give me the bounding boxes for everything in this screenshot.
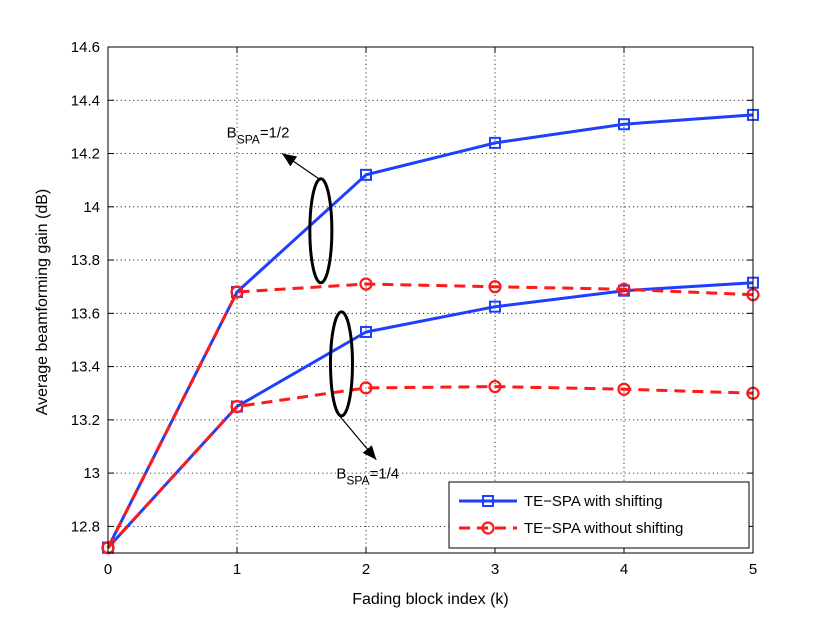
- data-point: [359, 277, 373, 291]
- data-point: [489, 136, 501, 149]
- grid: [108, 47, 753, 553]
- data-point: [489, 300, 501, 313]
- axis-ticks: 0 1 2 3 4 5 12.8 13 13.2 13.4 13.6 13.8 14 14.2 14.4 14…: [71, 39, 757, 578]
- data-point: [617, 382, 631, 396]
- y-tick-label: 13.8: [71, 252, 100, 269]
- legend: TE−SPA with shifting TE−SPA without shift…: [448, 481, 750, 549]
- data-point: [488, 280, 502, 294]
- x-tick-label: 1: [233, 561, 241, 578]
- plot-frame: [107, 46, 754, 554]
- legend-marker: [481, 521, 495, 535]
- x-tick-label: 5: [749, 561, 757, 578]
- series-lines: [106, 113, 754, 549]
- y-axis-label: Average beamforming gain (dB): [34, 189, 51, 416]
- y-tick-label: 14.2: [71, 146, 100, 163]
- y-tick-label: 13: [83, 465, 100, 482]
- annotation-arrowhead: [282, 153, 298, 167]
- y-tick-label: 13.6: [71, 305, 100, 322]
- series-line: [106, 385, 754, 549]
- legend-box: [448, 481, 750, 549]
- y-tick-label: 12.8: [71, 518, 100, 535]
- data-point: [488, 379, 502, 394]
- x-tick-label: 0: [104, 561, 112, 578]
- data-point: [230, 285, 244, 299]
- x-tick-label: 3: [491, 561, 499, 578]
- x-tick-label: 2: [362, 561, 370, 578]
- annotation-arrowhead: [362, 445, 377, 460]
- data-point: [617, 282, 631, 296]
- annotation-label: BSPA=1/2: [227, 125, 290, 147]
- data-point: [360, 325, 372, 338]
- y-tick-label: 13.4: [71, 359, 100, 376]
- x-tick-label: 4: [620, 561, 628, 578]
- annotation-label: BSPA=1/4: [336, 465, 399, 487]
- data-point: [360, 168, 372, 181]
- data-point: [230, 399, 244, 414]
- annotation-ellipse: [328, 310, 354, 418]
- y-tick-label: 14.4: [71, 92, 100, 109]
- x-axis-label: Fading block index (k): [352, 591, 509, 608]
- annotations: BSPA=1/2 BSPA=1/4: [227, 125, 399, 488]
- data-point: [359, 381, 373, 395]
- legend-marker: [482, 495, 494, 507]
- y-tick-label: 14: [83, 199, 100, 216]
- series-line: [106, 281, 754, 549]
- legend-label: TE−SPA without shifting: [524, 520, 683, 537]
- legend-label: TE−SPA with shifting: [524, 493, 663, 510]
- data-point: [618, 118, 630, 131]
- y-tick-label: 13.2: [71, 412, 100, 429]
- y-tick-label: 14.6: [71, 39, 100, 56]
- annotation-ellipse: [308, 177, 334, 285]
- series-line: [106, 282, 754, 549]
